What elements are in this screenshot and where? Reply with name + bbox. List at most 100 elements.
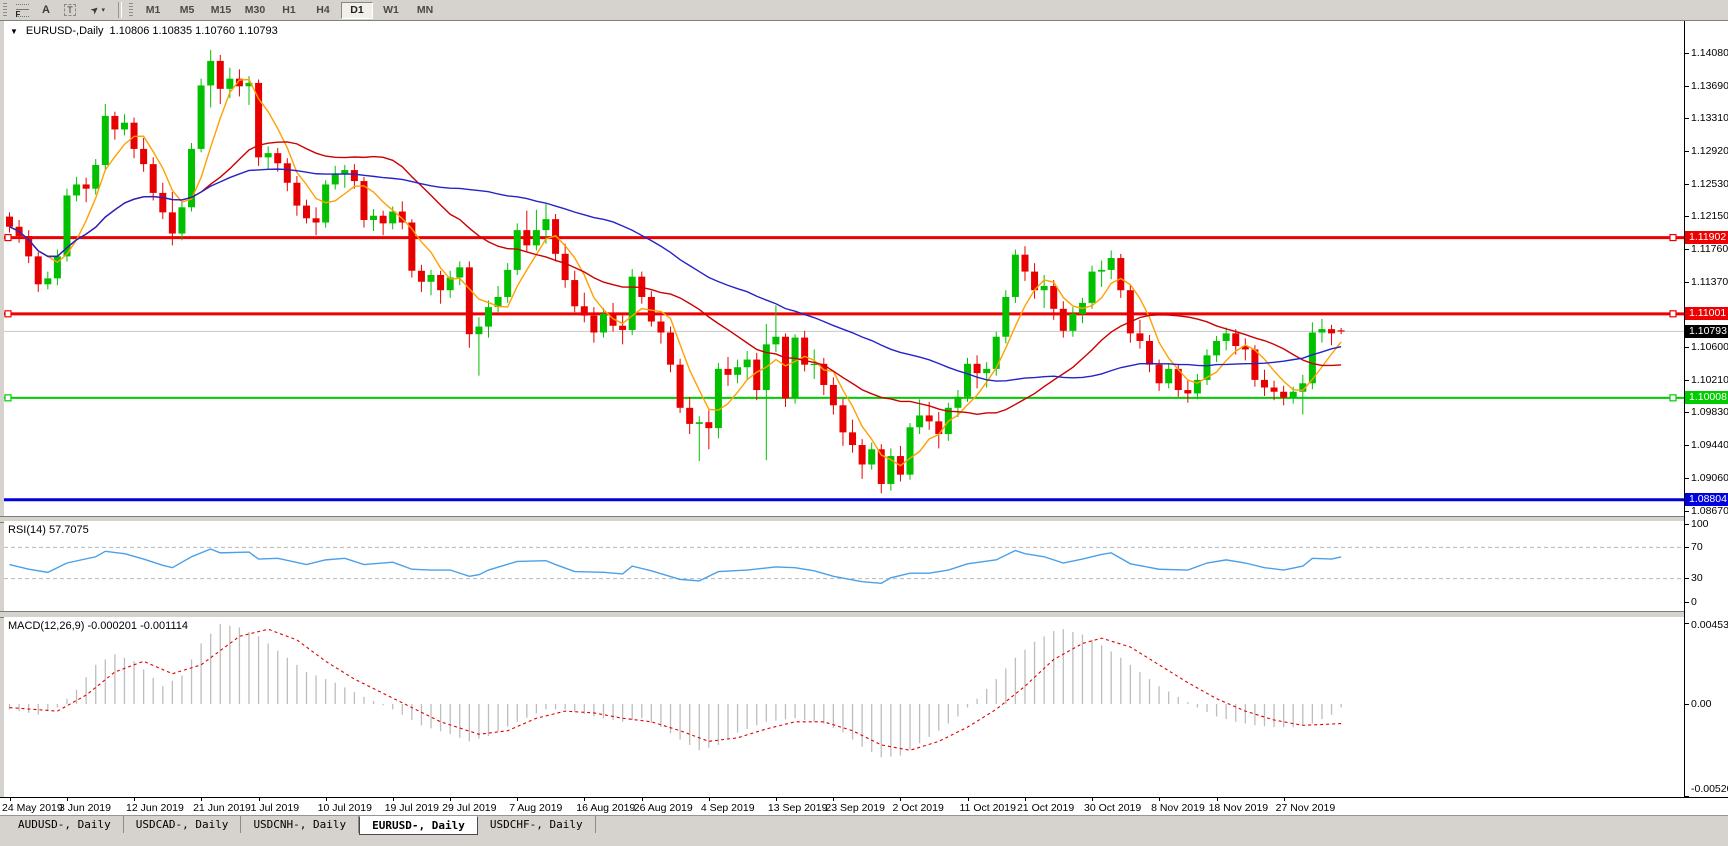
macd-canvas[interactable] <box>4 617 1684 797</box>
main-toolbar: F A T ➤ ▾ M1 M5 M15 M30 H1 H4 D1 W1 MN <box>0 0 1728 21</box>
price-tick-label: 1.09060 <box>1691 471 1728 484</box>
rsi-line <box>9 548 1342 584</box>
price-tick-label: 1.13690 <box>1691 79 1728 92</box>
date-label: 10 Jul 2019 <box>317 802 372 814</box>
line-handle[interactable] <box>4 394 12 402</box>
price-tick-label: 1.12530 <box>1691 177 1728 190</box>
date-label: 21 Jun 2019 <box>193 802 251 814</box>
date-label: 4 Sep 2019 <box>700 802 755 814</box>
rsi-label: RSI(14) 57.7075 <box>8 524 89 536</box>
moving-average-21 <box>9 141 1342 416</box>
price-tick-label: 1.12150 <box>1691 210 1728 223</box>
ohlc-values: 1.10806 1.10835 1.10760 1.10793 <box>109 25 278 37</box>
date-label: 7 Aug 2019 <box>509 802 563 814</box>
date-label: 13 Sep 2019 <box>767 802 828 814</box>
price-chart-canvas[interactable] <box>4 21 1684 517</box>
date-label: 2 Oct 2019 <box>892 802 944 814</box>
price-tag-1.10008: 1.10008 <box>1685 391 1728 405</box>
rsi-axis-label: 30 <box>1691 572 1703 585</box>
price-tick-label: 1.10210 <box>1691 374 1728 387</box>
toolbar-grip[interactable] <box>3 3 7 17</box>
price-tick-label: 1.11370 <box>1691 276 1728 289</box>
fibonacci-icon: F <box>15 3 29 19</box>
text-label-icon: T <box>64 4 76 16</box>
price-tag-1.11902: 1.11902 <box>1685 231 1728 245</box>
macd-label: MACD(12,26,9) -0.000201 -0.001114 <box>8 620 188 632</box>
rsi-axis-label: 70 <box>1691 540 1703 553</box>
date-label: 11 Oct 2019 <box>959 802 1016 814</box>
macd-axis-label: 0.00 <box>1691 697 1712 710</box>
text-tool-button[interactable]: A <box>35 2 57 18</box>
timeframe-button-group: M1 M5 M15 M30 H1 H4 D1 W1 MN <box>136 1 442 19</box>
chart-tab-usdcnhdaily[interactable]: USDCNH-, Daily <box>241 816 360 833</box>
date-label: 1 Jul 2019 <box>250 802 300 814</box>
chevron-down-icon: ▾ <box>101 7 105 14</box>
rsi-canvas[interactable] <box>4 521 1684 611</box>
moving-average-45 <box>9 168 1342 382</box>
price-tick-label: 1.12920 <box>1691 144 1728 157</box>
date-label: 24 May 2019 <box>2 802 63 814</box>
timeframe-button-H4[interactable]: H4 <box>316 4 330 16</box>
rsi-axis-label: 0 <box>1691 595 1697 608</box>
date-label: 29 Jul 2019 <box>442 802 497 814</box>
date-label: 12 Jun 2019 <box>126 802 184 814</box>
price-tick-label: 1.11760 <box>1691 243 1728 256</box>
chart-tab-usdcaddaily[interactable]: USDCAD-, Daily <box>124 816 242 833</box>
date-label: 16 Aug 2019 <box>576 802 636 814</box>
toolbar-grip-2[interactable] <box>129 3 133 17</box>
timeframe-button-D1[interactable]: D1 <box>341 1 373 19</box>
chart-tab-eurusddaily[interactable]: EURUSD-, Daily <box>359 816 478 835</box>
price-tick-label: 1.09830 <box>1691 406 1728 419</box>
chart-title: ▼ EURUSD-,Daily 1.10806 1.10835 1.10760 … <box>10 25 278 37</box>
text-label-tool-button[interactable]: T <box>59 2 81 18</box>
candles <box>6 49 1345 494</box>
macd-signal-line <box>9 628 1342 751</box>
price-tick-label: 1.09440 <box>1691 439 1728 452</box>
chart-menu-icon[interactable]: ▼ <box>10 26 18 36</box>
date-label: 23 Sep 2019 <box>825 802 885 814</box>
line-handle[interactable] <box>1669 310 1677 318</box>
timeframe-button-M30[interactable]: M30 <box>244 4 266 16</box>
time-axis[interactable]: 24 May 2019 3 Jun 2019 12 Jun 2019 21 Jun 2… <box>0 797 1728 817</box>
line-handle[interactable] <box>1669 394 1677 402</box>
date-label: 30 Oct 2019 <box>1084 802 1142 814</box>
price-tag-1.11001: 1.11001 <box>1685 307 1728 321</box>
line-handle[interactable] <box>4 233 12 242</box>
date-label: 27 Nov 2019 <box>1275 802 1336 814</box>
line-handle[interactable] <box>1669 233 1677 242</box>
chart-tab-bar: AUDUSD-, Daily USDCAD-, Daily USDCNH-, Dai… <box>0 815 1728 846</box>
date-label: 21 Oct 2019 <box>1016 802 1075 814</box>
date-label: 3 Jun 2019 <box>58 802 111 814</box>
timeframe-button-M1[interactable]: M1 <box>145 4 161 16</box>
price-tick-label: 1.10600 <box>1691 341 1728 354</box>
price-tag-1.08804: 1.08804 <box>1685 493 1728 507</box>
chart-tab-usdchfdaily[interactable]: USDCHF-, Daily <box>478 816 596 833</box>
chart-window: ▼ EURUSD-,Daily 1.10806 1.10835 1.10760 … <box>0 20 1728 817</box>
text-icon: A <box>42 4 50 16</box>
symbol-period-label: EURUSD-,Daily <box>25 25 104 37</box>
timeframe-button-M5[interactable]: M5 <box>179 4 195 16</box>
moving-average-5 <box>9 78 1342 467</box>
date-label: 26 Aug 2019 <box>633 802 693 814</box>
price-tick-label: 1.14080 <box>1691 46 1728 59</box>
date-label: 18 Nov 2019 <box>1208 802 1269 814</box>
arrow-cursor-icon: ➤ <box>88 3 102 17</box>
timeframe-button-W1[interactable]: W1 <box>383 4 399 16</box>
toolbar-separator <box>118 2 122 18</box>
rsi-axis-label: 100 <box>1691 517 1709 530</box>
price-tick-label: 1.08670 <box>1691 504 1728 517</box>
date-label: 19 Jul 2019 <box>384 802 439 814</box>
macd-axis-label: -0.005205 <box>1691 783 1728 795</box>
macd-axis-label: 0.004536 <box>1691 619 1728 631</box>
timeframe-button-MN[interactable]: MN <box>416 4 434 16</box>
line-handle[interactable] <box>4 310 12 318</box>
date-label: 8 Nov 2019 <box>1151 802 1205 814</box>
price-axis[interactable]: 1.14080 1.13690 1.13310 1.12920 1.12530 1.121… <box>1684 21 1728 798</box>
fibonacci-tool-button[interactable]: F <box>11 2 33 19</box>
price-tick-label: 1.13310 <box>1691 111 1728 124</box>
arrows-tool-button[interactable]: ➤ ▾ <box>83 2 113 18</box>
timeframe-button-M15[interactable]: M15 <box>210 4 232 16</box>
price-tag-1.10793: 1.10793 <box>1685 324 1728 338</box>
timeframe-button-H1[interactable]: H1 <box>282 4 296 16</box>
chart-tab-audusddaily[interactable]: AUDUSD-, Daily <box>6 816 124 833</box>
